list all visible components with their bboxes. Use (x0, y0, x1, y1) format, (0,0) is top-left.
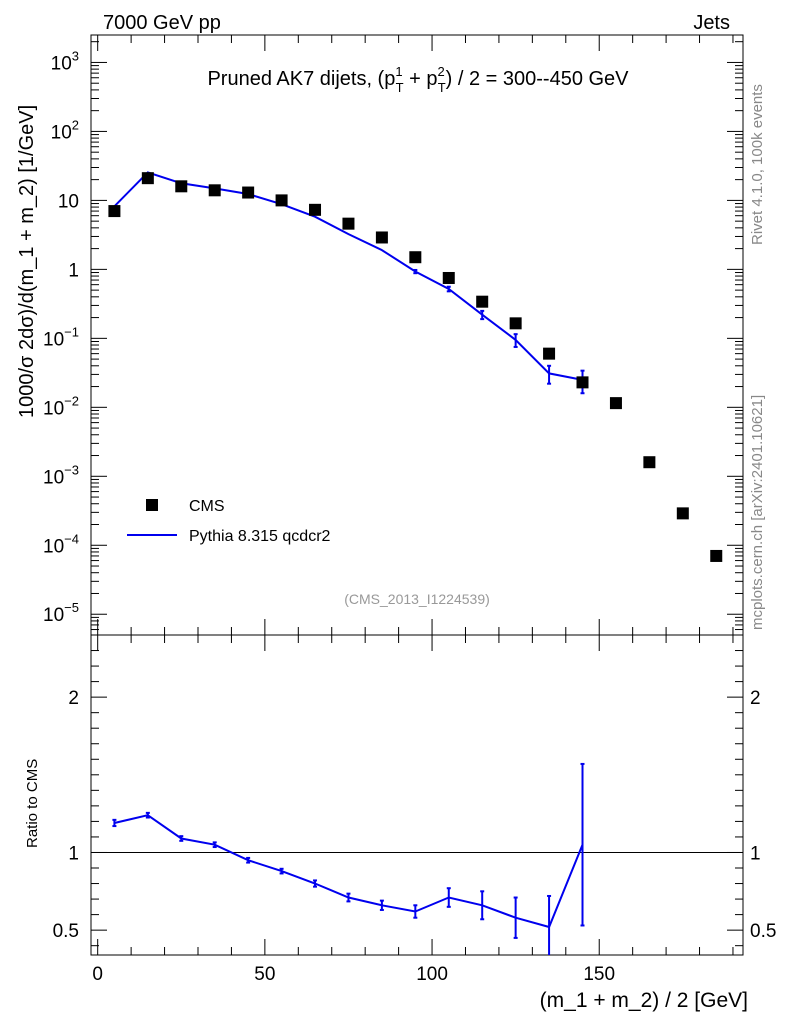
y-tick-label-ratio-right: 0.5 (750, 921, 776, 942)
y-tick-exponent: 2 (72, 117, 79, 132)
cms-marker (609, 397, 622, 410)
main-series (108, 171, 723, 562)
main-ylabel: 1000/σ 2dσ)/d(m_1 + m_2) [1/GeV] (16, 105, 38, 418)
y-tick-base: 10 (43, 536, 64, 557)
y-tick-exponent: 3 (72, 48, 79, 63)
y-tick-label-main: 10−1 (43, 324, 79, 350)
y-tick-label-main: 1 (68, 260, 79, 281)
cms-marker (242, 186, 255, 199)
ratio-axis-ticks: 0.5 0.5 1 1 2 2 (53, 634, 776, 947)
title-sub2: T (438, 80, 446, 95)
ratio-ylabel: Ratio to CMS (24, 759, 41, 848)
cms-marker (576, 376, 589, 389)
cms-marker (409, 251, 422, 264)
y-tick-label-main: 10−4 (43, 531, 79, 557)
y-tick-base: 10 (43, 329, 64, 350)
legend-marker-cms (146, 499, 158, 511)
x-tick-label: 100 (416, 964, 448, 985)
pythia-line (113, 171, 583, 381)
cms-marker (208, 184, 221, 197)
cms-marker (442, 271, 455, 284)
y-tick-exponent: −3 (64, 462, 79, 477)
analysis-label: (CMS_2013_I1224539) (344, 591, 490, 607)
title-sup2: 2 (437, 64, 444, 79)
y-tick-label-ratio-left: 0.5 (53, 921, 79, 942)
y-tick-base: 10 (58, 191, 79, 212)
title-prefix: Pruned AK7 dijets, (p (207, 68, 395, 90)
cms-marker (309, 203, 322, 216)
cms-marker (676, 507, 689, 520)
cms-marker (643, 456, 656, 469)
ratio-panel-frame (90, 634, 744, 956)
title-suffix: ) / 2 = 300--450 GeV (446, 68, 630, 90)
title-sub1: T (396, 80, 404, 95)
header-right: Jets (693, 12, 730, 34)
ratio-series (112, 762, 585, 955)
y-tick-label-main: 10−3 (43, 462, 79, 488)
x-axis-label: (m_1 + m_2) / 2 [GeV] (540, 989, 748, 1012)
main-panel-frame (90, 34, 744, 636)
y-tick-label-ratio-right: 1 (750, 843, 761, 864)
cms-marker (342, 217, 355, 230)
y-tick-base: 10 (51, 122, 72, 143)
y-tick-label-main: 102 (51, 117, 79, 143)
cms-marker (710, 549, 723, 562)
x-tick-label: 50 (254, 964, 275, 985)
x-axis-ticks: 0 50 100 150 (92, 35, 734, 985)
title-sup1: 1 (395, 64, 402, 79)
cms-marker (543, 347, 556, 360)
cms-marker (375, 231, 388, 244)
cms-marker (108, 205, 121, 218)
y-tick-label-ratio-left: 2 (68, 688, 79, 709)
legend: CMS Pythia 8.315 qcdcr2 (127, 498, 331, 545)
y-tick-base: 10 (51, 53, 72, 74)
y-tick-base: 10 (43, 467, 64, 488)
cms-marker (476, 295, 489, 308)
cms-marker (275, 194, 288, 207)
y-tick-base: 1 (68, 260, 79, 281)
y-tick-label-ratio-left: 1 (68, 843, 79, 864)
cms-marker (141, 172, 154, 185)
header-left: 7000 GeV pp (103, 12, 221, 34)
y-tick-exponent: −1 (64, 324, 79, 339)
y-tick-label-main: 10−2 (43, 393, 79, 419)
x-tick-label: 0 (92, 964, 103, 985)
title-plus: + p (404, 68, 438, 90)
y-tick-base: 10 (43, 398, 64, 419)
chart-title: Pruned AK7 dijets, (p1 T + p2 T) / 2 = 300… (207, 64, 629, 95)
mcplots-label: mcplots.cern.ch [arXiv:2401.10621] (749, 395, 766, 630)
legend-label-cms: CMS (189, 498, 225, 515)
legend-label-pythia: Pythia 8.315 qcdcr2 (189, 528, 331, 545)
y-tick-label-main: 103 (51, 48, 79, 74)
y-tick-exponent: −2 (64, 393, 79, 408)
ratio-line (114, 814, 584, 929)
y-tick-label-main: 10 (58, 191, 79, 212)
y-tick-exponent: −5 (64, 600, 79, 615)
y-tick-base: 10 (43, 605, 64, 626)
y-tick-exponent: −4 (64, 531, 79, 546)
y-tick-label-ratio-right: 2 (750, 688, 761, 709)
cms-marker (509, 317, 522, 330)
rivet-label: Rivet 4.1.0, 100k events (749, 84, 766, 245)
y-tick-label-main: 10−5 (43, 600, 79, 626)
cms-marker (175, 180, 188, 193)
x-tick-label: 150 (583, 964, 615, 985)
